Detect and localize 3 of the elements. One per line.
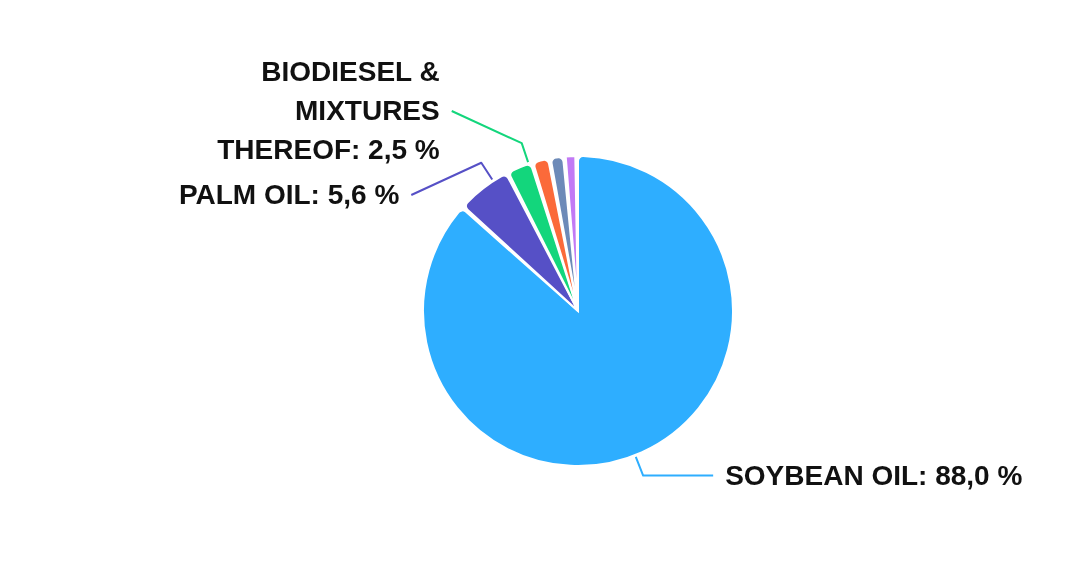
slice-label: PALM OIL: 5,6 % [177, 178, 400, 213]
slice-label: SOYBEAN OIL: 88,0 % [725, 459, 1024, 494]
slice-label: BIODIESEL & MIXTURES THEREOF: 2,5 % [216, 55, 440, 168]
